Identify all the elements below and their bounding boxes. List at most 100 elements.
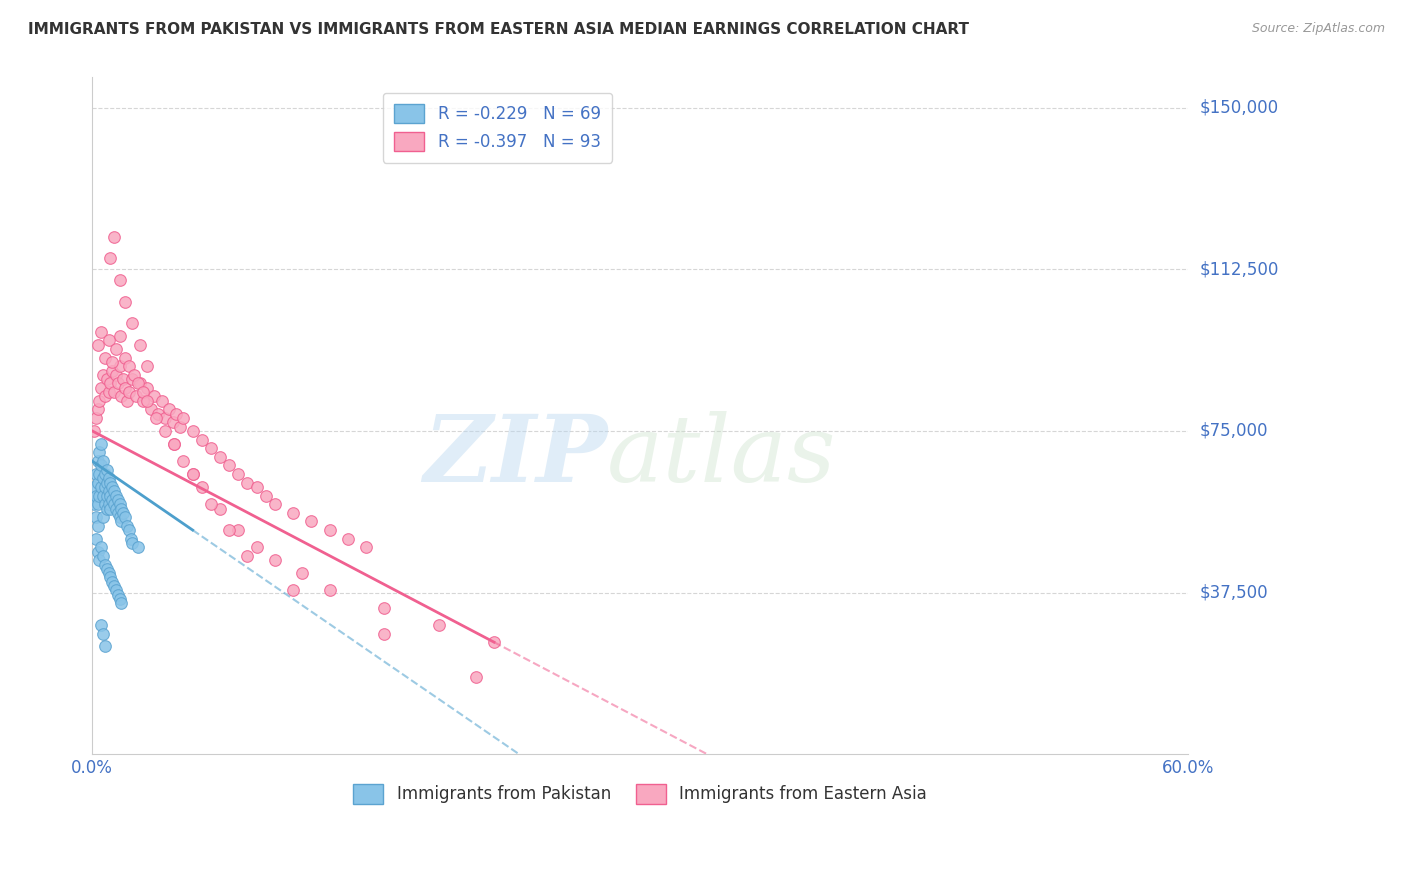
Point [155, 424, 177, 438]
Point [97, 334, 120, 348]
Point [90, 325, 112, 339]
Point [97, 497, 120, 511]
Point [112, 372, 135, 386]
Point [103, 385, 125, 400]
Point [263, 497, 285, 511]
Point [91, 626, 114, 640]
Point [86, 518, 108, 533]
Point [165, 407, 187, 421]
Point [115, 393, 138, 408]
Point [218, 458, 240, 473]
Point [108, 592, 131, 607]
Point [120, 532, 142, 546]
Point [146, 407, 169, 421]
Text: $75,000: $75,000 [1199, 422, 1268, 440]
Point [118, 523, 141, 537]
Point [90, 480, 112, 494]
Point [236, 549, 259, 563]
Point [245, 541, 267, 555]
Point [128, 376, 150, 391]
Point [125, 389, 148, 403]
Point [96, 489, 118, 503]
Point [94, 497, 117, 511]
Point [208, 501, 231, 516]
Point [245, 480, 267, 494]
Point [100, 376, 122, 391]
Point [181, 424, 204, 438]
Point [94, 640, 117, 654]
Point [103, 484, 125, 499]
Point [136, 359, 159, 374]
Point [108, 359, 131, 374]
Point [97, 471, 120, 485]
Point [100, 570, 122, 584]
Point [91, 368, 114, 382]
Point [145, 411, 167, 425]
Point [110, 501, 132, 516]
Point [254, 489, 277, 503]
Point [299, 515, 322, 529]
Point [108, 510, 131, 524]
Point [86, 337, 108, 351]
Point [427, 618, 450, 632]
Point [86, 497, 108, 511]
Point [86, 475, 108, 490]
Point [136, 393, 159, 408]
Point [96, 501, 118, 516]
Point [91, 489, 114, 503]
Point [114, 294, 136, 309]
Point [208, 450, 231, 464]
Point [169, 419, 191, 434]
Text: $112,500: $112,500 [1199, 260, 1278, 278]
Point [97, 385, 120, 400]
Text: atlas: atlas [607, 411, 837, 501]
Point [101, 492, 124, 507]
Point [236, 475, 259, 490]
Point [281, 506, 304, 520]
Point [173, 454, 195, 468]
Point [150, 393, 173, 408]
Point [100, 501, 122, 516]
Point [94, 389, 117, 403]
Point [94, 351, 117, 365]
Point [103, 497, 125, 511]
Point [94, 558, 117, 572]
Point [84, 510, 107, 524]
Point [108, 497, 131, 511]
Point [162, 415, 184, 429]
Point [318, 523, 340, 537]
Legend: Immigrants from Pakistan, Immigrants from Eastern Asia: Immigrants from Pakistan, Immigrants fro… [343, 774, 936, 814]
Point [173, 411, 195, 425]
Point [90, 381, 112, 395]
Point [90, 541, 112, 555]
Point [84, 489, 107, 503]
Point [89, 393, 111, 408]
Point [482, 635, 505, 649]
Point [96, 475, 118, 490]
Point [90, 437, 112, 451]
Point [291, 566, 314, 581]
Point [118, 359, 141, 374]
Point [101, 480, 124, 494]
Point [97, 566, 120, 581]
Point [373, 626, 395, 640]
Point [191, 480, 214, 494]
Point [94, 467, 117, 481]
Point [84, 467, 107, 481]
Text: Source: ZipAtlas.com: Source: ZipAtlas.com [1251, 22, 1385, 36]
Point [139, 402, 162, 417]
Point [181, 467, 204, 481]
Point [132, 393, 155, 408]
Point [89, 489, 111, 503]
Point [226, 523, 249, 537]
Point [200, 441, 222, 455]
Point [373, 600, 395, 615]
Point [86, 454, 108, 468]
Point [89, 467, 111, 481]
Point [108, 273, 131, 287]
Point [263, 553, 285, 567]
Point [181, 467, 204, 481]
Point [104, 368, 127, 382]
Point [91, 471, 114, 485]
Point [103, 579, 125, 593]
